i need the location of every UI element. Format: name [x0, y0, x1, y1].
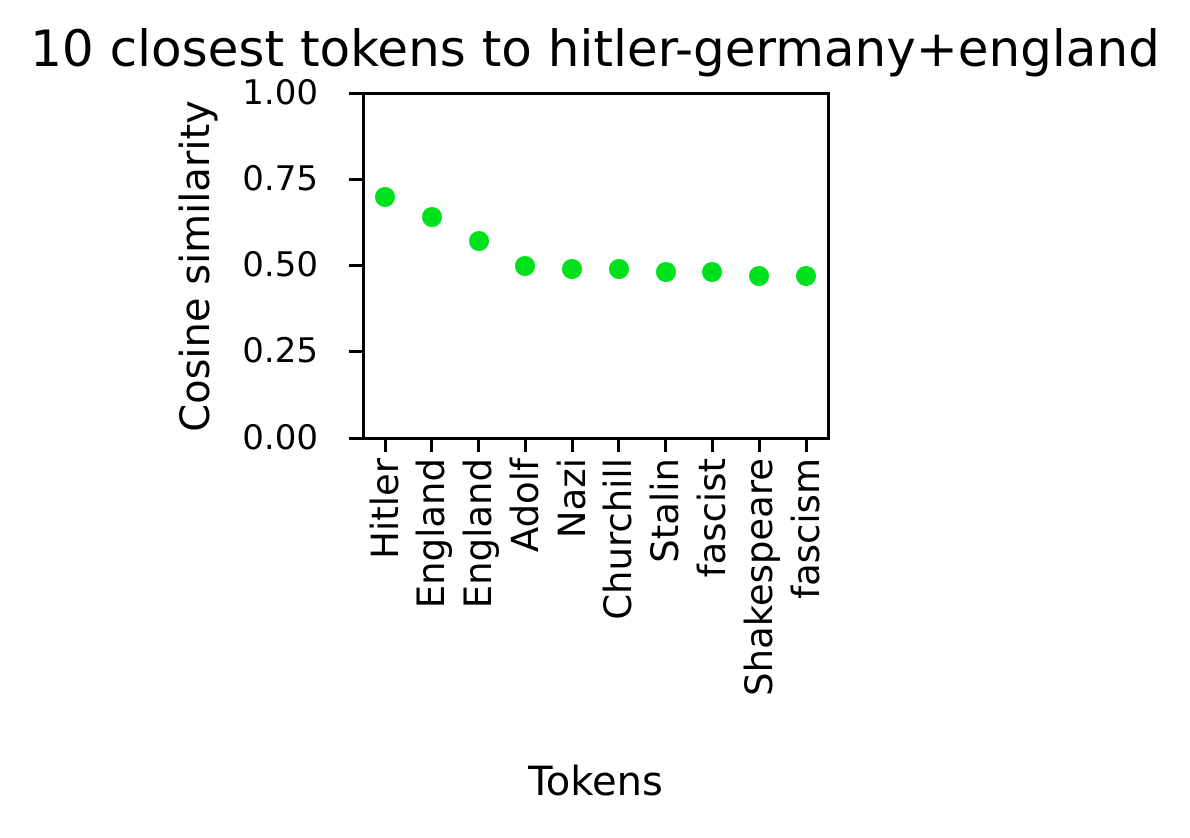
- data-point: [468, 231, 489, 252]
- x-tick-mark: [383, 439, 387, 452]
- y-tick-label: 0.00: [242, 417, 318, 458]
- y-tick-label: 0.75: [242, 158, 318, 199]
- y-tick-mark: [349, 91, 363, 95]
- data-point: [749, 265, 770, 286]
- x-tick-mark: [664, 439, 668, 452]
- y-tick-mark: [349, 264, 363, 267]
- x-tick-mark: [804, 439, 808, 452]
- data-point: [562, 258, 583, 279]
- x-axis-label: Tokens: [528, 759, 663, 805]
- x-tick-label: fascism: [784, 458, 828, 599]
- data-point: [608, 258, 629, 279]
- data-point: [421, 207, 442, 228]
- x-tick-mark: [523, 439, 527, 452]
- x-tick-mark: [430, 439, 434, 452]
- x-tick-label: fascist: [690, 458, 734, 578]
- x-tick-mark: [757, 439, 761, 452]
- data-point: [515, 255, 536, 276]
- x-tick-label: Adolf: [503, 458, 547, 553]
- x-tick-label: England: [457, 458, 501, 609]
- x-tick-label: Hitler: [363, 458, 407, 559]
- data-point: [655, 262, 676, 283]
- x-tick-mark: [477, 439, 481, 452]
- chart-title: 10 closest tokens to hitler-germany+engl…: [30, 20, 1160, 78]
- x-tick-label: Nazi: [550, 458, 594, 539]
- plot-area: [362, 92, 830, 440]
- y-tick-label: 0.25: [242, 331, 318, 372]
- data-point: [702, 262, 723, 283]
- y-tick-mark: [349, 436, 363, 440]
- x-tick-mark: [710, 439, 714, 452]
- y-tick-mark: [349, 177, 363, 181]
- y-tick-mark: [349, 350, 363, 354]
- x-tick-mark: [617, 439, 621, 452]
- x-tick-label: Shakespeare: [737, 458, 781, 696]
- data-point: [796, 265, 816, 286]
- x-tick-label: England: [410, 458, 454, 609]
- x-tick-label: Churchill: [597, 458, 641, 620]
- x-tick-mark: [570, 439, 574, 452]
- y-tick-label: 0.50: [242, 245, 318, 285]
- y-tick-label: 1.00: [242, 72, 318, 113]
- data-point: [375, 186, 395, 207]
- x-tick-label: Stalin: [644, 458, 688, 563]
